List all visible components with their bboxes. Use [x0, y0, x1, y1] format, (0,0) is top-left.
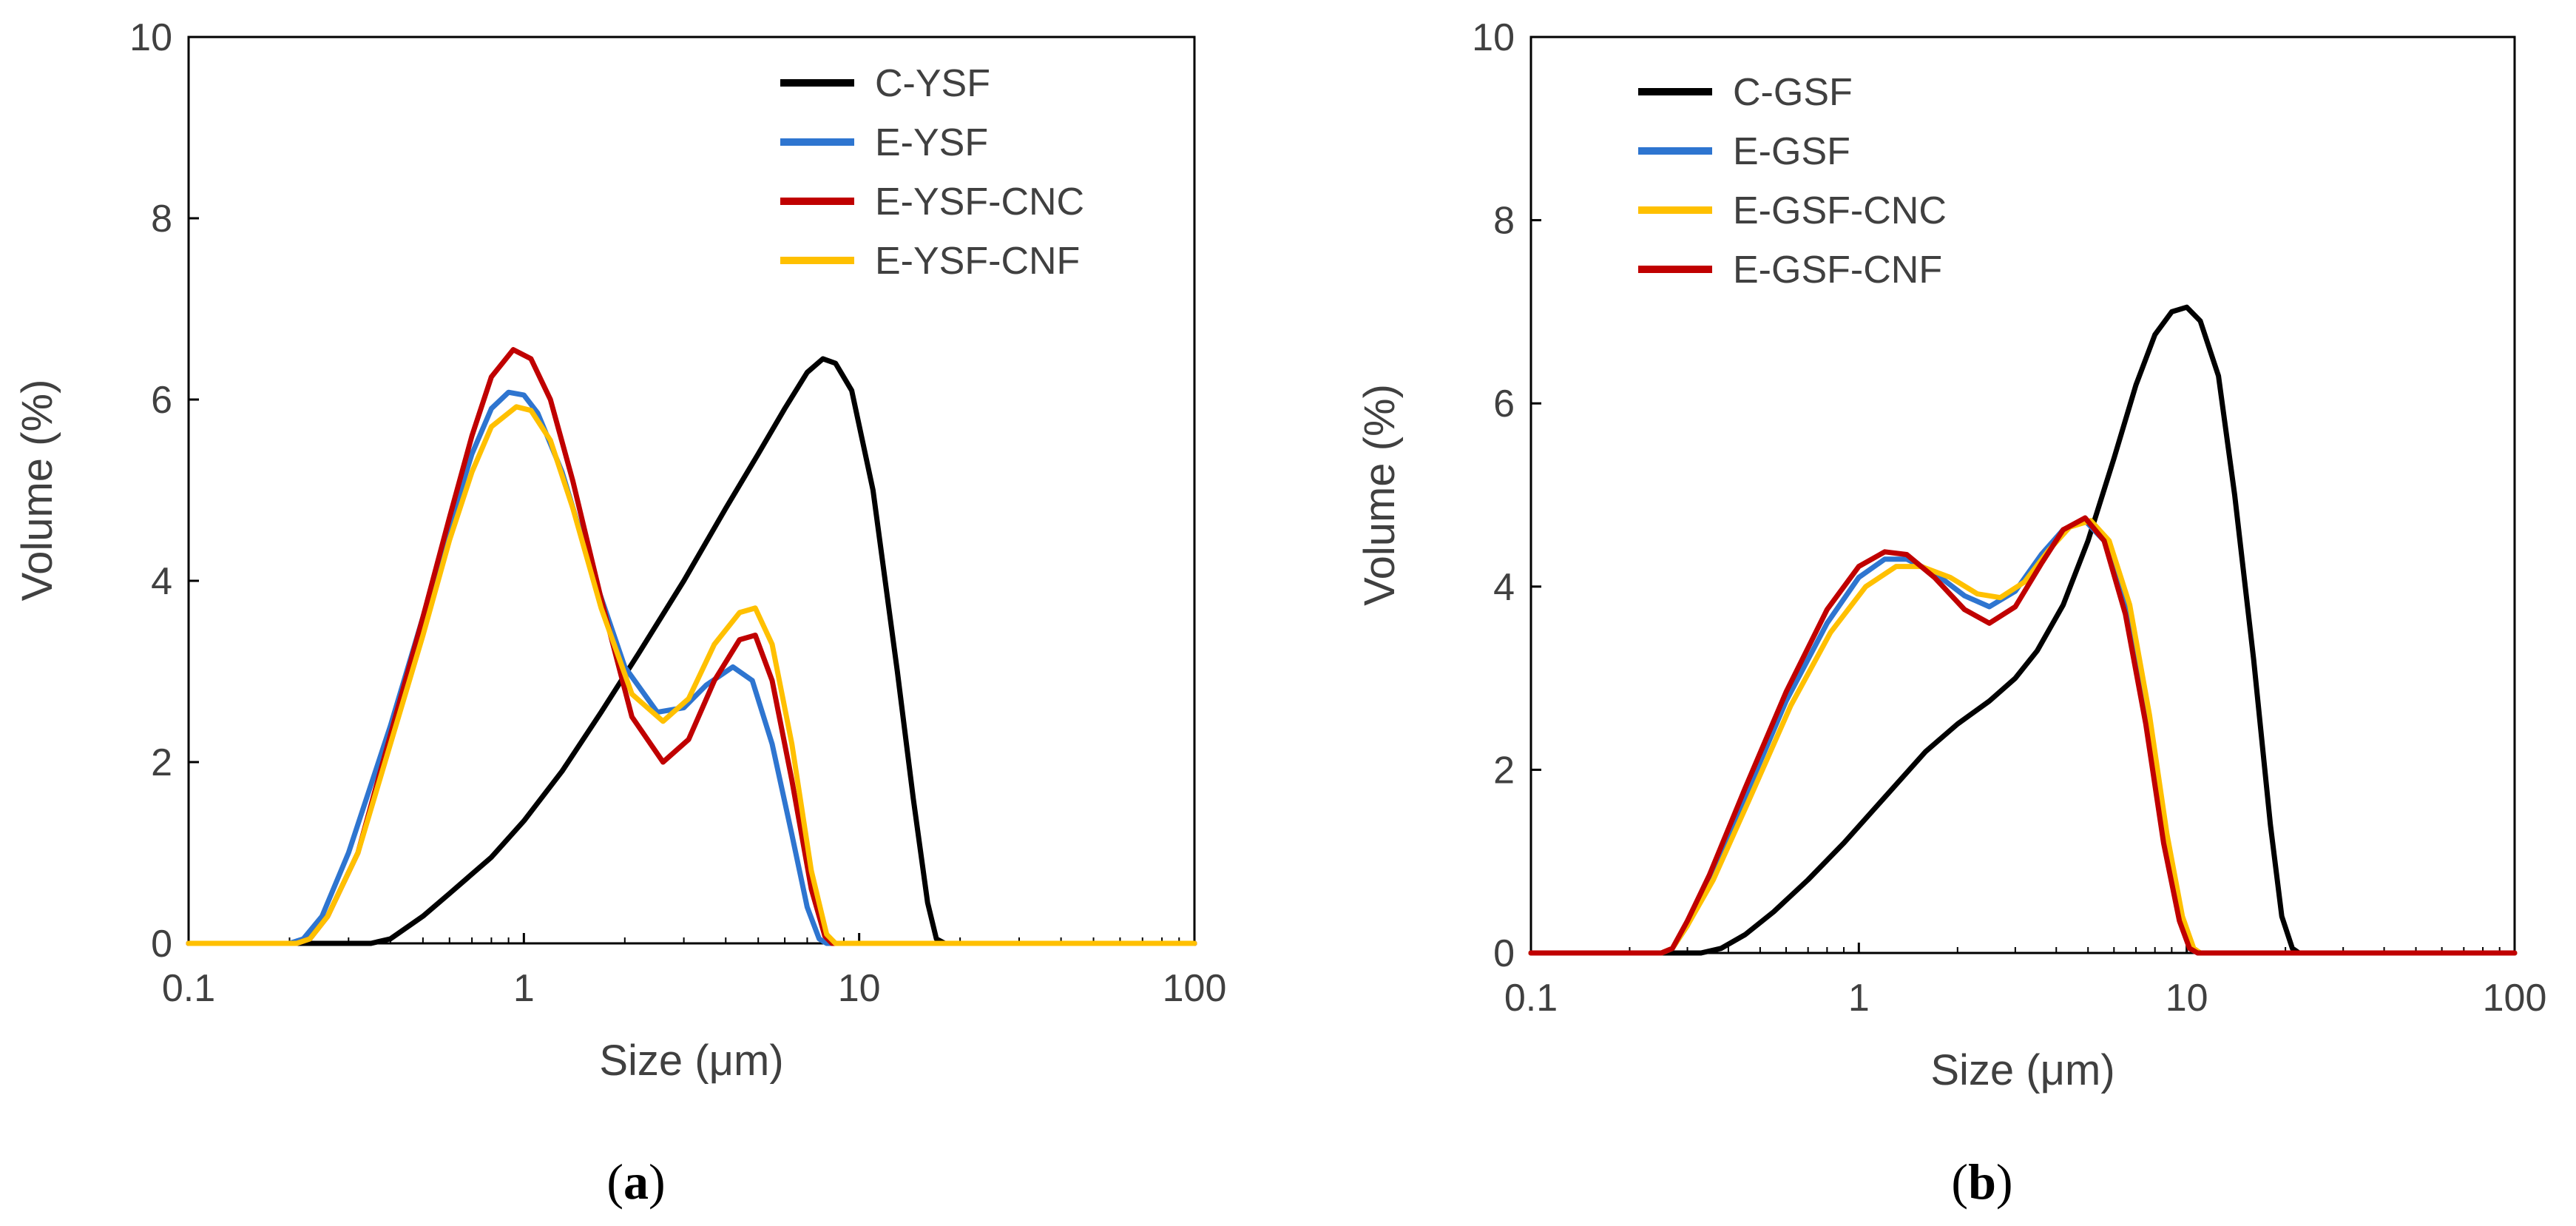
- chart-b-series-line-c-gsf: [1528, 304, 2518, 956]
- chart-a-x-tick-label-1: 1: [513, 967, 535, 1010]
- chart-b-plot-frame: [1529, 36, 2516, 954]
- chart-b-y-tick-label-1: 2: [1493, 749, 1515, 792]
- chart-b-y-tick-label-5: 10: [1472, 16, 1515, 59]
- chart-b-x-tick-label-2: 10: [2166, 977, 2208, 1020]
- chart-a-series-line-c-ysf: [186, 356, 1197, 946]
- chart-b-y-tick-label-3: 6: [1493, 383, 1515, 425]
- chart-a-x-tick-label-0: 0.1: [162, 967, 215, 1010]
- chart-b-y-tick-label-4: 8: [1493, 200, 1515, 243]
- chart-b-legend-label-e-gsf-cnf: E-GSF-CNF: [1733, 249, 1942, 292]
- chart-a-x-tick-label-2: 10: [838, 967, 881, 1010]
- chart-b-legend-label-e-gsf: E-GSF: [1733, 130, 1850, 173]
- chart-a-legend-label-e-ysf: E-YSF: [875, 121, 988, 164]
- chart-a-y-tick-label-1: 2: [151, 741, 172, 784]
- chart-b-caption: (b): [1951, 1153, 2012, 1210]
- chart-b-x-axis-title: Size (μm): [1930, 1046, 2114, 1094]
- chart-panel-a: 0 2 4 6 8 10 0.1 1 10 100 Size (μm) Volume (%) C-YSF…: [13, 16, 1226, 1210]
- chart-a-y-tick-label-4: 8: [151, 198, 172, 240]
- chart-b-y-axis-title: Volume (%): [1356, 384, 1404, 606]
- chart-b-legend-label-e-gsf-cnc: E-GSF-CNC: [1733, 189, 1947, 232]
- chart-a-caption-letter: a: [623, 1153, 649, 1210]
- chart-a-plot-frame: [187, 36, 1196, 945]
- chart-b-series-line-e-gsf-cnf: [1528, 515, 2518, 956]
- chart-a-series-line-e-ysf-cnf: [186, 404, 1197, 946]
- chart-b-x-tick-label-0: 0.1: [1504, 977, 1558, 1020]
- chart-b-series-line-e-gsf-cnc: [1528, 518, 2518, 956]
- chart-a-y-tick-label-3: 6: [151, 379, 172, 422]
- chart-b-caption-letter: b: [1968, 1153, 1996, 1210]
- chart-a-x-axis-title: Size (μm): [599, 1037, 783, 1085]
- chart-a-legend-label-c-ysf: C-YSF: [875, 62, 990, 105]
- chart-a-legend-label-e-ysf-cnc: E-YSF-CNC: [875, 181, 1084, 223]
- chart-a-caption: (a): [606, 1153, 665, 1210]
- chart-b-y-tick-label-2: 4: [1493, 566, 1515, 609]
- chart-b-x-tick-label-3: 100: [2483, 977, 2547, 1020]
- chart-b-x-tick-label-1: 1: [1848, 977, 1870, 1020]
- chart-panel-b: 0 2 4 6 8 10 0.1 1 10 100 Size (μm) Volume (%) C-GSF…: [1356, 16, 2546, 1210]
- chart-b-legend-label-c-gsf: C-GSF: [1733, 71, 1853, 114]
- chart-a-legend-label-e-ysf-cnf: E-YSF-CNF: [875, 240, 1080, 283]
- chart-b-y-tick-label-0: 0: [1493, 932, 1515, 975]
- chart-a-y-axis-title: Volume (%): [13, 380, 61, 602]
- chart-a-x-tick-label-3: 100: [1163, 967, 1227, 1010]
- chart-a-y-tick-label-2: 4: [151, 560, 172, 603]
- chart-a-y-tick-label-5: 10: [129, 16, 172, 59]
- chart-a-y-tick-label-0: 0: [151, 923, 172, 966]
